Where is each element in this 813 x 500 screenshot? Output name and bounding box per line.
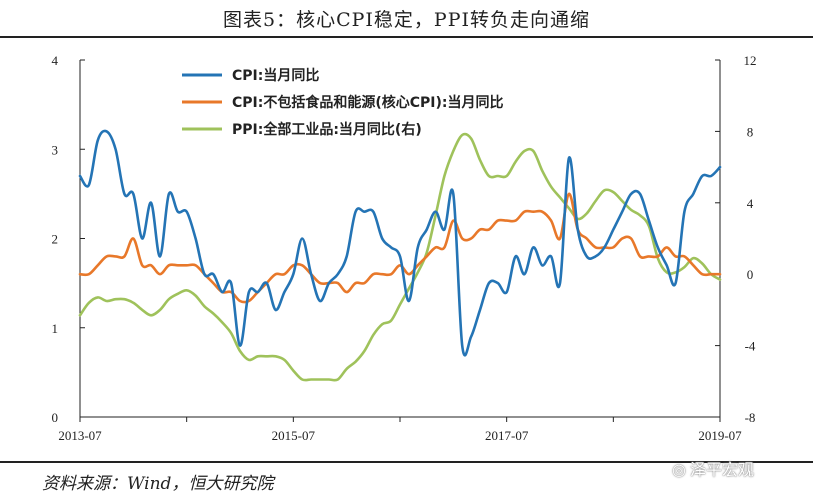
chart-title: 图表5：核心CPI稳定，PPI转负走向通缩 — [223, 9, 590, 31]
right-tick-label: 8 — [747, 124, 754, 139]
legend-label: CPI:当月同比 — [232, 67, 319, 84]
series-core-cpi-line — [78, 192, 722, 304]
x-tick-label: 2019-07 — [698, 428, 742, 443]
right-tick-label: 12 — [744, 53, 757, 68]
left-tick-label: 0 — [52, 410, 59, 425]
watermark: ◎ 泽平宏观 — [672, 456, 754, 480]
left-tick-label: 1 — [52, 321, 59, 336]
legend-ppi: PPI:全部工业品:当月同比(右) — [182, 121, 422, 138]
left-tick-label: 4 — [52, 53, 59, 68]
source-divider — [0, 461, 813, 463]
series-cpi-line — [78, 129, 722, 357]
legend-label: CPI:不包括食品和能源(核心CPI):当月同比 — [232, 94, 503, 111]
right-tick-label: 0 — [747, 267, 754, 282]
right-tick-label: -4 — [745, 339, 756, 354]
title-divider — [0, 36, 813, 38]
left-tick-label: 2 — [52, 232, 59, 247]
right-tick-label: 4 — [747, 196, 754, 211]
right-tick-label: -8 — [745, 410, 756, 425]
watermark-text: 泽平宏观 — [689, 460, 754, 479]
wechat-icon: ◎ — [672, 460, 686, 479]
series-ppi-line — [78, 132, 722, 382]
series-layer — [78, 129, 722, 382]
legend-label: PPI:全部工业品:当月同比(右) — [232, 121, 422, 138]
x-tick-label: 2017-07 — [485, 428, 529, 443]
legend-core-cpi: CPI:不包括食品和能源(核心CPI):当月同比 — [182, 94, 503, 111]
legend: CPI:当月同比 CPI:不包括食品和能源(核心CPI):当月同比 PPI:全部工业… — [182, 67, 503, 138]
x-tick-label: 2015-07 — [272, 428, 316, 443]
x-tick-label: 2013-07 — [58, 428, 102, 443]
left-tick-label: 3 — [52, 142, 59, 157]
source-note: 资料来源：Wind，恒大研究院 — [42, 474, 274, 494]
legend-cpi: CPI:当月同比 — [182, 67, 319, 84]
